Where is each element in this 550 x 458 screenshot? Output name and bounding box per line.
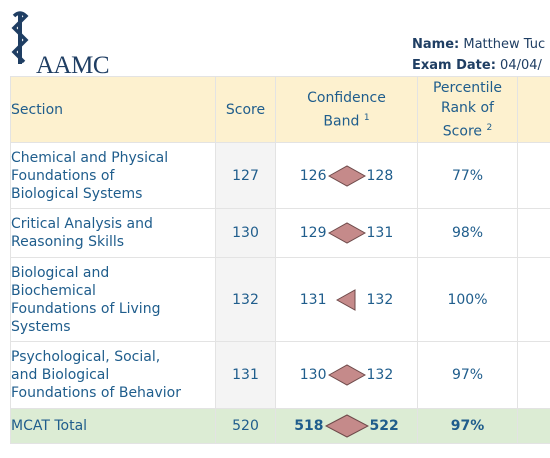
band-header: Confidence Band 1 — [275, 76, 418, 143]
percentile-value: 98% — [417, 208, 518, 258]
score-value: 131 — [215, 341, 276, 409]
total-confidence-band: 518 522 — [275, 408, 418, 444]
section-line: Foundations of Living — [11, 300, 161, 317]
section-line: Biochemical — [11, 282, 96, 299]
diamond-marker-icon — [327, 364, 366, 386]
table-row: Psychological, Social, and Biological Fo… — [10, 341, 550, 409]
band-low: 129 — [299, 225, 327, 241]
confidence-band: 130 132 — [275, 341, 418, 409]
diamond-marker-icon — [327, 222, 366, 244]
extra-cell — [517, 257, 550, 342]
band-header-line1: Confidence — [307, 89, 386, 106]
section-line: Systems — [11, 318, 71, 335]
section-header: Section — [10, 76, 216, 143]
section-line: Biological Systems — [11, 185, 143, 202]
band-high: 128 — [366, 167, 394, 184]
date-value: 04/04/ — [500, 58, 542, 73]
diamond-marker-icon — [324, 414, 369, 438]
section-line: and Biological — [11, 367, 110, 383]
name-label: Name: — [412, 37, 460, 52]
section-line: Reasoning Skills — [11, 234, 125, 250]
section-name: Chemical and Physical Foundations of Bio… — [10, 142, 216, 209]
exam-info: Name: Matthew Tuc Exam Date: 04/04/ — [412, 34, 545, 76]
section-line: Critical Analysis and — [11, 216, 153, 232]
percentile-header: Percentile Rank of Score 2 — [417, 76, 518, 143]
confidence-band: 126 128 — [275, 142, 418, 209]
caduceus-icon — [11, 11, 29, 64]
percentile-value: 77% — [417, 142, 518, 209]
band-high: 132 — [366, 291, 394, 308]
extra-cell — [517, 341, 550, 409]
date-label: Exam Date: — [412, 58, 496, 73]
confidence-band: 129 131 — [275, 208, 418, 258]
name-value: Matthew Tuc — [463, 37, 546, 52]
name-line: Name: Matthew Tuc — [412, 34, 545, 55]
band-low: 130 — [299, 367, 327, 383]
pct-header-line2: Rank of — [441, 99, 494, 116]
band-high: 131 — [366, 225, 394, 241]
section-name: Biological and Biochemical Foundations o… — [10, 257, 216, 342]
half-diamond-marker-icon — [335, 288, 355, 311]
score-value: 130 — [215, 208, 276, 258]
band-low: 518 — [294, 418, 324, 434]
score-header: Score — [215, 76, 276, 143]
table-row: Chemical and Physical Foundations of Bio… — [10, 142, 550, 209]
diamond-marker-icon — [327, 164, 366, 187]
band-high: 522 — [369, 418, 399, 434]
pct-header-line3: Score 2 — [418, 118, 517, 142]
section-line: Chemical and Physical — [11, 149, 169, 166]
band-low: 126 — [299, 167, 327, 184]
total-label: MCAT Total — [10, 408, 216, 444]
date-line: Exam Date: 04/04/ — [412, 55, 545, 76]
section-name: Psychological, Social, and Biological Fo… — [10, 341, 216, 409]
extra-cell — [517, 142, 550, 209]
logo-text: AAMC — [36, 52, 110, 79]
band-high: 132 — [366, 367, 394, 383]
aamc-logo: AAMC — [10, 10, 110, 79]
table-row: Critical Analysis and Reasoning Skills 1… — [10, 208, 550, 258]
score-value: 127 — [215, 142, 276, 209]
confidence-band: 131 132 — [275, 257, 418, 342]
table-row: Biological and Biochemical Foundations o… — [10, 257, 550, 342]
pct-header-line1: Percentile — [432, 79, 503, 96]
percentile-value: 100% — [417, 257, 518, 342]
section-line: Biological and — [11, 264, 110, 281]
score-value: 132 — [215, 257, 276, 342]
total-score: 520 — [215, 408, 276, 444]
extra-cell — [517, 408, 550, 444]
percentile-value: 97% — [417, 341, 518, 409]
total-percentile: 97% — [417, 408, 518, 444]
header-row: Section Score Confidence Band 1 Percenti… — [10, 76, 550, 143]
section-name: Critical Analysis and Reasoning Skills — [10, 208, 216, 258]
section-line: Foundations of Behavior — [11, 385, 182, 401]
section-line: Psychological, Social, — [11, 349, 161, 365]
total-row: MCAT Total 520 518 522 97% — [10, 408, 550, 444]
section-line: Foundations of — [11, 167, 115, 184]
band-header-line2: Band 1 — [276, 108, 417, 132]
band-footnote[interactable]: 1 — [363, 112, 370, 123]
band-header-label: Band — [323, 113, 360, 130]
pct-footnote[interactable]: 2 — [486, 122, 493, 133]
extra-header — [517, 76, 550, 143]
pct-header-label: Score — [442, 123, 483, 140]
extra-cell — [517, 208, 550, 258]
score-table: Section Score Confidence Band 1 Percenti… — [10, 76, 550, 444]
band-low: 131 — [299, 291, 327, 308]
